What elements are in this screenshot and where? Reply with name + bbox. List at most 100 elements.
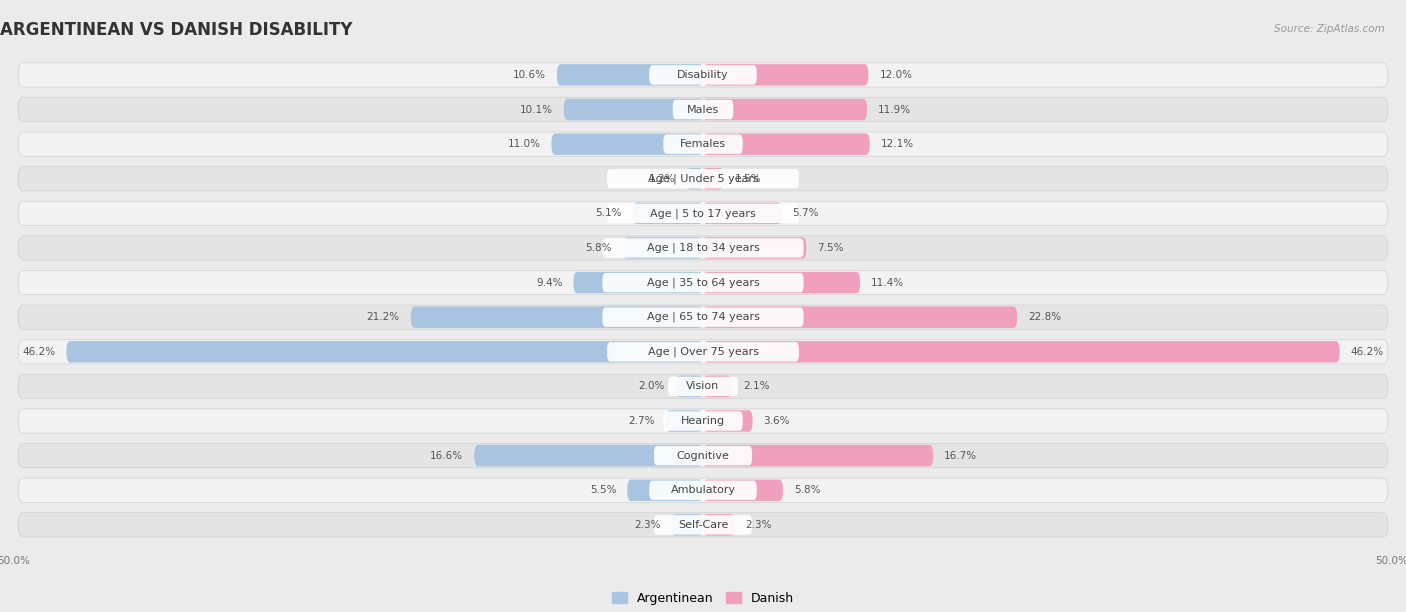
Text: Hearing: Hearing: [681, 416, 725, 426]
FancyBboxPatch shape: [18, 201, 1388, 225]
FancyBboxPatch shape: [607, 342, 799, 362]
FancyBboxPatch shape: [18, 97, 1388, 122]
Text: 5.1%: 5.1%: [595, 208, 621, 218]
FancyBboxPatch shape: [602, 307, 804, 327]
FancyBboxPatch shape: [607, 169, 799, 188]
FancyBboxPatch shape: [671, 514, 703, 536]
FancyBboxPatch shape: [627, 480, 703, 501]
FancyBboxPatch shape: [18, 271, 1388, 295]
FancyBboxPatch shape: [686, 168, 703, 190]
FancyBboxPatch shape: [18, 305, 1388, 329]
Text: 16.6%: 16.6%: [430, 450, 463, 461]
FancyBboxPatch shape: [18, 478, 1388, 502]
Text: 2.0%: 2.0%: [638, 381, 665, 392]
FancyBboxPatch shape: [411, 307, 703, 328]
Text: 46.2%: 46.2%: [1351, 347, 1384, 357]
FancyBboxPatch shape: [551, 133, 703, 155]
Text: 10.1%: 10.1%: [520, 105, 553, 114]
FancyBboxPatch shape: [672, 100, 734, 119]
FancyBboxPatch shape: [607, 204, 799, 223]
Text: 46.2%: 46.2%: [22, 347, 55, 357]
Text: 11.9%: 11.9%: [877, 105, 911, 114]
FancyBboxPatch shape: [703, 168, 724, 190]
FancyBboxPatch shape: [18, 166, 1388, 191]
FancyBboxPatch shape: [703, 307, 1017, 328]
Text: 21.2%: 21.2%: [367, 312, 399, 322]
Text: Age | Under 5 years: Age | Under 5 years: [648, 173, 758, 184]
FancyBboxPatch shape: [18, 444, 1388, 468]
FancyBboxPatch shape: [18, 409, 1388, 433]
Text: Age | 5 to 17 years: Age | 5 to 17 years: [650, 208, 756, 218]
FancyBboxPatch shape: [564, 99, 703, 120]
Text: 2.3%: 2.3%: [634, 520, 661, 530]
FancyBboxPatch shape: [18, 513, 1388, 537]
FancyBboxPatch shape: [650, 65, 756, 84]
Text: Age | 35 to 64 years: Age | 35 to 64 years: [647, 277, 759, 288]
Text: 12.0%: 12.0%: [879, 70, 912, 80]
FancyBboxPatch shape: [666, 410, 703, 431]
Legend: Argentinean, Danish: Argentinean, Danish: [607, 587, 799, 610]
FancyBboxPatch shape: [557, 64, 703, 86]
FancyBboxPatch shape: [650, 480, 756, 500]
FancyBboxPatch shape: [703, 64, 869, 86]
FancyBboxPatch shape: [664, 135, 742, 154]
Text: 5.8%: 5.8%: [585, 243, 612, 253]
FancyBboxPatch shape: [602, 273, 804, 293]
FancyBboxPatch shape: [574, 272, 703, 293]
Text: 2.3%: 2.3%: [745, 520, 772, 530]
Text: 3.6%: 3.6%: [763, 416, 790, 426]
FancyBboxPatch shape: [602, 238, 804, 258]
Text: Age | 65 to 74 years: Age | 65 to 74 years: [647, 312, 759, 323]
FancyBboxPatch shape: [18, 375, 1388, 398]
FancyBboxPatch shape: [703, 376, 733, 397]
FancyBboxPatch shape: [654, 515, 752, 534]
FancyBboxPatch shape: [703, 99, 868, 120]
FancyBboxPatch shape: [633, 203, 703, 224]
Text: 7.5%: 7.5%: [817, 243, 844, 253]
FancyBboxPatch shape: [474, 445, 703, 466]
Text: 5.8%: 5.8%: [794, 485, 821, 495]
Text: 1.5%: 1.5%: [735, 174, 761, 184]
FancyBboxPatch shape: [664, 411, 742, 431]
Text: 11.0%: 11.0%: [508, 139, 540, 149]
FancyBboxPatch shape: [703, 445, 934, 466]
Text: Disability: Disability: [678, 70, 728, 80]
Text: Cognitive: Cognitive: [676, 450, 730, 461]
FancyBboxPatch shape: [703, 514, 735, 536]
FancyBboxPatch shape: [654, 446, 752, 465]
Text: 10.6%: 10.6%: [513, 70, 546, 80]
FancyBboxPatch shape: [623, 237, 703, 259]
FancyBboxPatch shape: [703, 237, 807, 259]
FancyBboxPatch shape: [18, 63, 1388, 87]
FancyBboxPatch shape: [703, 203, 782, 224]
FancyBboxPatch shape: [18, 340, 1388, 364]
FancyBboxPatch shape: [703, 272, 860, 293]
FancyBboxPatch shape: [703, 410, 752, 431]
Text: 12.1%: 12.1%: [880, 139, 914, 149]
Text: Females: Females: [681, 139, 725, 149]
Text: 1.2%: 1.2%: [650, 174, 675, 184]
Text: Source: ZipAtlas.com: Source: ZipAtlas.com: [1274, 24, 1385, 34]
Text: Ambulatory: Ambulatory: [671, 485, 735, 495]
FancyBboxPatch shape: [668, 377, 738, 396]
Text: 22.8%: 22.8%: [1028, 312, 1062, 322]
Text: 2.1%: 2.1%: [742, 381, 769, 392]
FancyBboxPatch shape: [703, 133, 870, 155]
Text: Age | Over 75 years: Age | Over 75 years: [648, 346, 758, 357]
Text: ARGENTINEAN VS DANISH DISABILITY: ARGENTINEAN VS DANISH DISABILITY: [0, 21, 353, 39]
Text: Self-Care: Self-Care: [678, 520, 728, 530]
Text: 9.4%: 9.4%: [536, 278, 562, 288]
Text: Males: Males: [688, 105, 718, 114]
FancyBboxPatch shape: [703, 480, 783, 501]
FancyBboxPatch shape: [18, 236, 1388, 260]
Text: Age | 18 to 34 years: Age | 18 to 34 years: [647, 243, 759, 253]
FancyBboxPatch shape: [66, 341, 703, 362]
FancyBboxPatch shape: [703, 341, 1340, 362]
Text: 2.7%: 2.7%: [628, 416, 655, 426]
Text: 5.7%: 5.7%: [793, 208, 820, 218]
FancyBboxPatch shape: [18, 132, 1388, 156]
Text: 11.4%: 11.4%: [872, 278, 904, 288]
Text: 16.7%: 16.7%: [945, 450, 977, 461]
FancyBboxPatch shape: [675, 376, 703, 397]
Text: 5.5%: 5.5%: [589, 485, 616, 495]
